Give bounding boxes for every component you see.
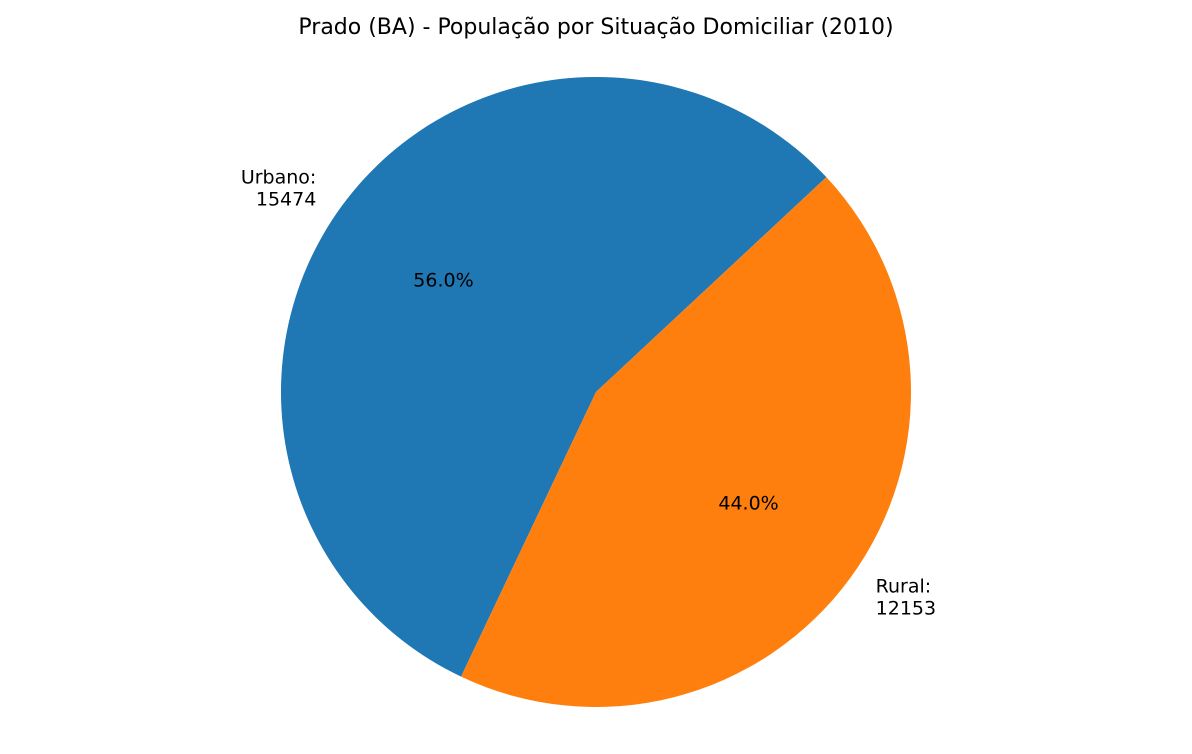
slice-value: 15474 (256, 188, 316, 210)
slice-label-2: Rural: 12153 (876, 576, 936, 620)
pie-labels: 56.0% Urbano: 15474 44.0% Rural: 12153 (241, 166, 936, 619)
slice-label-1: Urbano: 15474 (241, 166, 317, 210)
percent-label-2: 44.0% (718, 493, 778, 515)
slice-name: Rural: (876, 576, 932, 598)
slice-name: Urbano: (241, 166, 317, 188)
pie-slice-2 (461, 177, 911, 707)
pie-slice-1 (281, 77, 827, 677)
percent-label-1: 56.0% (413, 269, 473, 291)
slice-value: 12153 (876, 598, 936, 620)
pie-slices (281, 77, 911, 707)
chart-title: Prado (BA) - População por Situação Domi… (298, 15, 893, 40)
